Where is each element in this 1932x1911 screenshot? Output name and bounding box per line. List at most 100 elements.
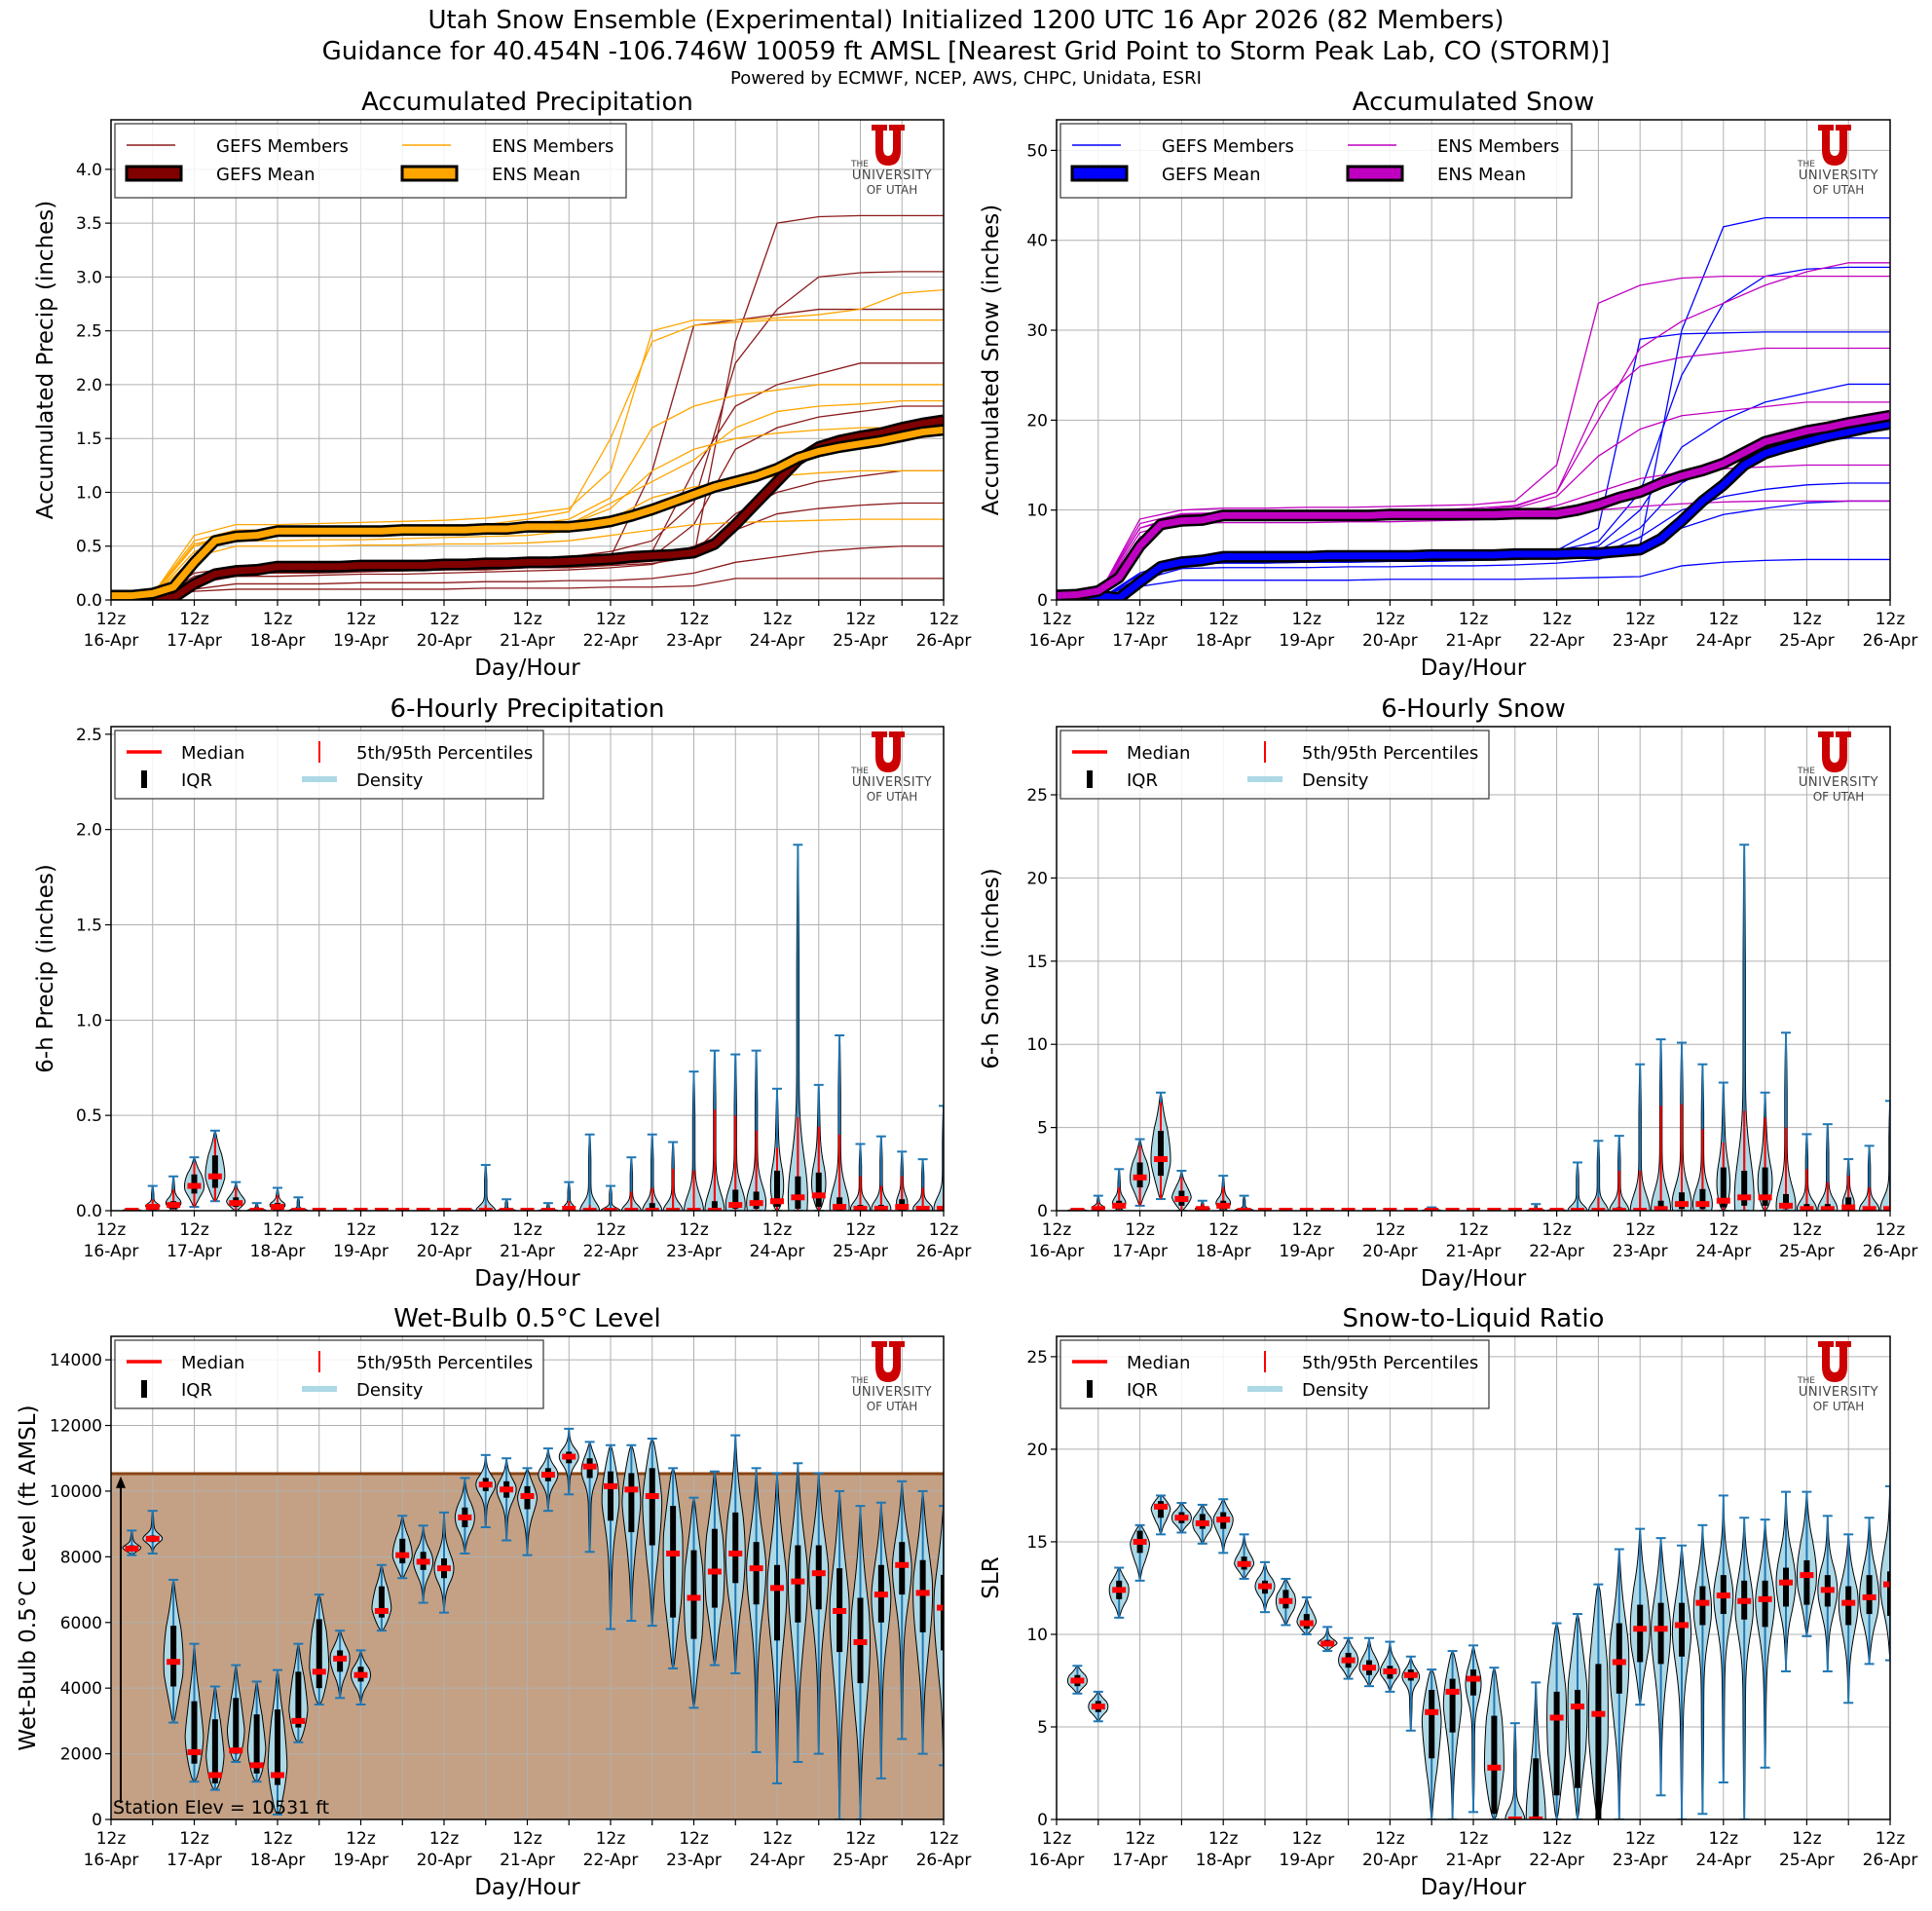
median-marker	[645, 1492, 659, 1499]
violin	[437, 1208, 451, 1211]
plot-area	[1066, 1484, 1890, 1819]
x-tick-label-hour: 12z	[429, 610, 460, 629]
y-tick-label: 2.5	[76, 726, 102, 745]
violin	[1320, 1208, 1335, 1211]
violin	[811, 1083, 827, 1211]
median-marker	[1716, 1197, 1730, 1204]
ens-mean-line	[1057, 412, 1890, 599]
x-tick-label-day: 19-Apr	[1279, 1242, 1334, 1261]
median-marker	[1467, 1208, 1480, 1211]
y-tick-label: 10000	[50, 1482, 102, 1502]
x-tick-label-hour: 12z	[1792, 1220, 1822, 1240]
median-marker	[1549, 1714, 1564, 1721]
panel-title: Snow-to-Liquid Ratio	[1343, 1304, 1605, 1333]
median-marker	[1653, 1626, 1668, 1632]
iqr-bar	[316, 1619, 322, 1689]
median-marker	[770, 1585, 784, 1592]
legend-label: ENS Mean	[1437, 165, 1526, 185]
median-marker	[312, 1668, 326, 1675]
violin	[1192, 1503, 1213, 1545]
panel-accumulated-precipitation: 12z 16-Apr 12z 17-Apr 12z 18-Apr 12z 19-Apr 12z 2…	[33, 88, 971, 681]
legend-item-median: Median	[127, 743, 244, 764]
gefs-members-line	[111, 469, 944, 600]
legend-label: IQR	[181, 770, 212, 791]
violin	[1879, 1100, 1890, 1211]
median-marker	[1549, 1208, 1564, 1211]
violin	[165, 1175, 182, 1211]
x-tick-label-hour: 12z	[429, 1829, 460, 1849]
x-tick-label-day: 17-Apr	[167, 631, 222, 651]
violin	[520, 1208, 535, 1211]
median-marker	[1820, 1206, 1835, 1211]
x-tick-label-hour: 12z	[762, 610, 793, 629]
violin	[1317, 1626, 1338, 1653]
violin	[269, 1186, 286, 1211]
legend-item-gefs-mean: GEFS Mean	[1070, 165, 1261, 185]
median-marker	[1862, 1206, 1876, 1211]
legend-label: GEFS Mean	[216, 165, 316, 185]
logo-text-the: THE	[850, 160, 869, 169]
violin	[333, 1208, 348, 1211]
y-tick-label: 3.5	[76, 214, 102, 234]
violin	[1507, 1208, 1522, 1211]
legend-item-iqr: IQR	[141, 770, 212, 791]
x-tick-label-hour: 12z	[1375, 1829, 1405, 1849]
violin	[145, 1184, 161, 1211]
x-tick-label-day: 17-Apr	[1112, 1242, 1168, 1261]
legend-item-ens-mean: ENS Mean	[1346, 165, 1526, 185]
violin	[895, 1150, 910, 1211]
iqr-bar	[1158, 1131, 1164, 1177]
median-marker	[728, 1202, 743, 1209]
median-marker	[291, 1717, 306, 1724]
y-tick-label: 25	[1026, 1348, 1048, 1368]
violin	[746, 1467, 767, 1753]
iqr-bar	[233, 1698, 240, 1754]
iqr-bar	[295, 1671, 302, 1728]
legend-item-gefs-members: GEFS Members	[127, 136, 349, 157]
x-tick-label-hour: 12z	[1792, 1829, 1822, 1849]
legend-item-iqr: IQR	[1087, 770, 1158, 791]
y-tick-label: 3.0	[76, 268, 102, 287]
x-tick-label-day: 18-Apr	[250, 631, 306, 651]
violin	[562, 1180, 576, 1211]
u-block-logo-icon	[1818, 731, 1851, 772]
iqr-bar	[649, 1203, 655, 1211]
legend-box	[1059, 730, 1490, 800]
panel-title: 6-Hourly Snow	[1381, 694, 1566, 724]
violin	[226, 1180, 246, 1211]
median-marker	[1174, 1515, 1189, 1521]
iqr-bar	[690, 1550, 697, 1639]
legend-item-density: Density	[302, 1380, 424, 1401]
violin	[1734, 1517, 1754, 1819]
x-tick-label-day: 17-Apr	[167, 1851, 222, 1870]
iqr-bar	[1657, 1602, 1664, 1665]
violin	[912, 1489, 934, 1755]
x-tick-label-hour: 12z	[1292, 1829, 1322, 1849]
ens-members-line	[111, 518, 944, 600]
iqr-bar	[753, 1542, 760, 1605]
median-marker	[540, 1208, 555, 1211]
logo-text-of-utah: OF UTAH	[867, 790, 918, 804]
median-marker	[895, 1204, 910, 1211]
plot-area	[122, 1427, 944, 1819]
median-marker	[1820, 1587, 1835, 1593]
iqr-bar	[899, 1542, 906, 1595]
median-marker	[458, 1514, 472, 1520]
violin	[475, 1164, 497, 1211]
x-tick-label-day: 23-Apr	[666, 631, 722, 651]
median-marker	[167, 1202, 181, 1209]
median-marker	[1216, 1517, 1231, 1523]
violin	[1445, 1208, 1460, 1211]
median-marker	[271, 1204, 284, 1211]
iqr-bar	[1616, 1623, 1622, 1694]
violin	[912, 1158, 934, 1211]
y-tick-label: 1.0	[76, 1011, 102, 1030]
y-tick-label: 50	[1026, 141, 1048, 161]
x-tick-label-hour: 12z	[1208, 610, 1239, 629]
median-marker	[1675, 1622, 1689, 1629]
median-marker	[1612, 1659, 1626, 1666]
legend-label: Median	[1127, 1353, 1190, 1373]
violin	[1755, 1518, 1775, 1769]
median-marker	[1425, 1708, 1439, 1715]
violin	[184, 1642, 204, 1783]
